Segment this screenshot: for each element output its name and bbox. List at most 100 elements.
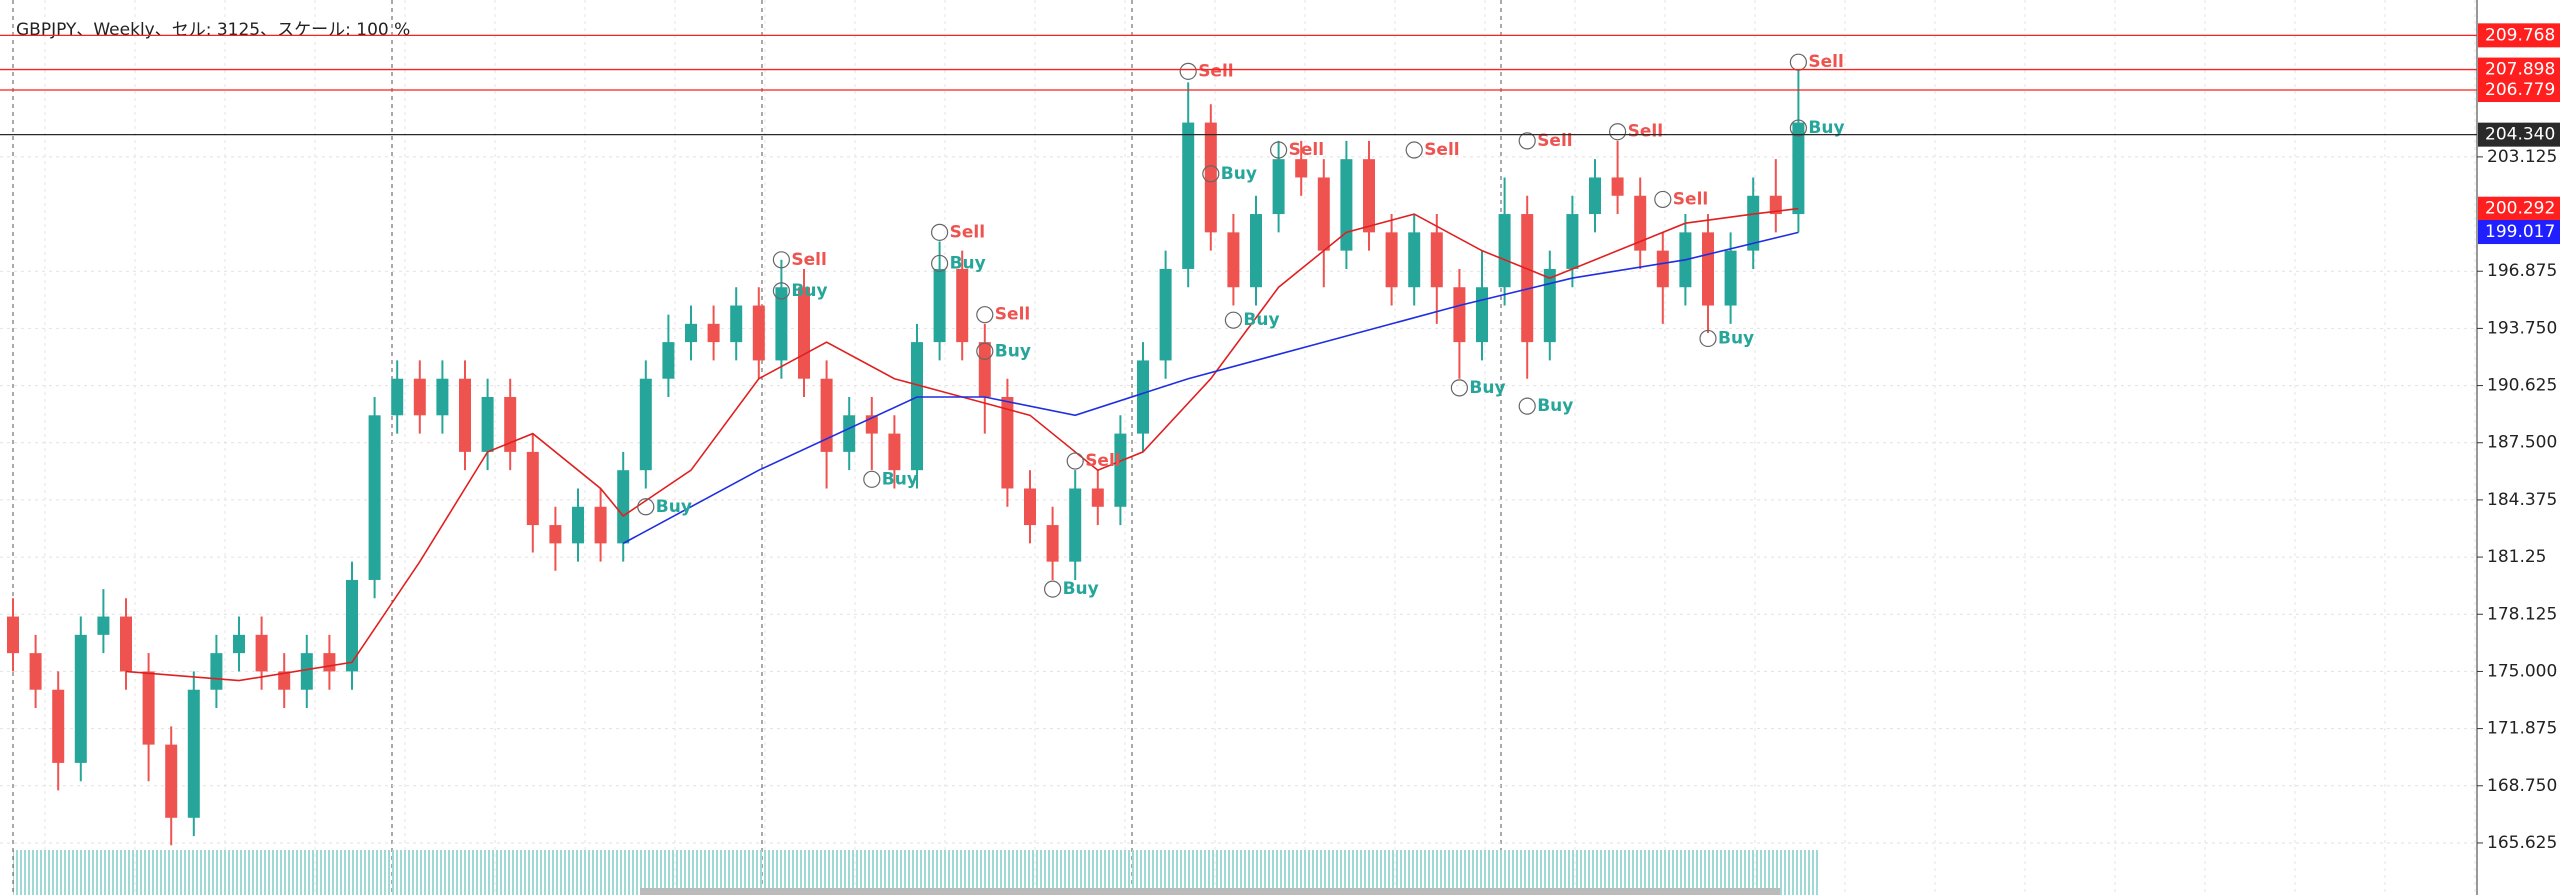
candle-body	[1069, 488, 1082, 562]
signal-marker	[1654, 190, 1672, 209]
signal-label: Buy	[1243, 310, 1279, 330]
period-separators	[391, 0, 1502, 895]
candle-body	[933, 268, 946, 343]
candle-body	[752, 305, 765, 361]
signal-label: Sell	[1085, 451, 1120, 471]
price-label: 207.898	[2485, 60, 2555, 80]
candle-body	[300, 653, 313, 690]
y-tick-label: 168.750	[2487, 776, 2557, 796]
y-tick-label: 175.000	[2487, 661, 2557, 681]
candle-body	[1702, 232, 1714, 306]
candle-body	[1250, 214, 1262, 288]
signal-marker	[1450, 379, 1469, 397]
signal-label: Sell	[1198, 61, 1233, 81]
signal-label: Sell	[1673, 189, 1708, 209]
candle-body	[843, 415, 856, 452]
signal-marker	[1202, 165, 1220, 183]
candle-body	[1340, 159, 1353, 251]
candle-body	[1024, 488, 1036, 526]
candle-body	[1747, 195, 1760, 251]
candle-body	[323, 653, 336, 672]
signal-marker	[1224, 311, 1243, 329]
candle-body	[278, 671, 291, 690]
candle-body	[120, 616, 132, 672]
price-label: 200.292	[2485, 199, 2555, 219]
candle-body	[29, 653, 42, 690]
signal-label: Buy	[1469, 378, 1505, 398]
price-label-box	[2478, 122, 2560, 147]
price-label: 204.340	[2485, 125, 2555, 145]
candle-body	[74, 634, 87, 763]
candle-body	[639, 378, 652, 471]
candle-body	[1137, 360, 1149, 434]
signal-label: Sell	[995, 305, 1030, 325]
candle-body	[572, 506, 584, 544]
signal-marker	[1269, 141, 1288, 159]
signal-label: Buy	[1718, 328, 1754, 348]
y-tick-label: 193.750	[2487, 318, 2557, 338]
price-label: 199.017	[2485, 222, 2555, 242]
moving-average	[125, 207, 1799, 682]
vertical-grid	[0, 0, 2477, 895]
chart-title: GBPJPY、Weekly、セル: 3125、スケール: 100 %	[16, 20, 410, 40]
candle-body	[707, 323, 720, 343]
signal-label: Sell	[1808, 52, 1843, 72]
candle-body	[549, 525, 562, 544]
candle-body	[210, 653, 223, 690]
candle-body	[1634, 195, 1647, 251]
candle-body	[255, 634, 268, 672]
candle-body	[1295, 159, 1308, 178]
candle-body	[956, 268, 969, 343]
signal-marker	[1518, 132, 1536, 150]
candle-body	[1543, 268, 1556, 343]
candle-body	[1182, 122, 1195, 269]
volume-strip	[13, 850, 1818, 895]
signal-label: Sell	[1628, 122, 1663, 142]
signal-marker	[1789, 119, 1808, 137]
candle-body	[97, 616, 110, 635]
signal-label: Sell	[791, 250, 826, 270]
y-tick-label: 181.25	[2487, 547, 2546, 567]
signal-label: Buy	[950, 253, 986, 273]
signal-label: Buy	[1808, 118, 1844, 138]
scrollbar	[640, 888, 1780, 895]
candle-body	[685, 323, 697, 343]
y-tick-label: 187.500	[2487, 433, 2557, 453]
candle-body	[1792, 122, 1805, 215]
candle-body	[1453, 287, 1466, 343]
candle-body	[1317, 177, 1330, 251]
signal-marker	[1179, 62, 1197, 80]
candle-body	[391, 378, 404, 416]
candle-body	[1091, 488, 1104, 507]
candle-body	[617, 470, 630, 544]
candle-body	[1227, 232, 1240, 288]
signal-marker	[930, 223, 949, 241]
signal-label: Buy	[1221, 164, 1257, 184]
candle-body	[368, 415, 381, 580]
candle-body	[1001, 397, 1014, 489]
price-label-box	[2478, 23, 2560, 48]
candle-body	[346, 579, 358, 672]
candle-body	[594, 506, 607, 544]
candle-body	[888, 433, 901, 471]
signal-label: Sell	[950, 222, 985, 242]
candle-body	[1204, 122, 1217, 233]
signal-marker	[772, 251, 791, 269]
candle-body	[1566, 214, 1579, 269]
signal-marker	[1043, 580, 1062, 598]
candle-body	[1408, 232, 1421, 288]
candle-body	[142, 671, 155, 745]
price-label-box	[2478, 78, 2560, 103]
candle-body	[526, 451, 539, 526]
candle-body	[978, 342, 991, 398]
candle-body	[1363, 159, 1375, 233]
signal-label: Buy	[882, 469, 918, 489]
candle-body	[730, 305, 743, 343]
y-tick-label: 184.375	[2487, 490, 2557, 510]
price-label: 206.779	[2485, 80, 2555, 100]
candle-body	[165, 744, 178, 818]
signal-marker	[1518, 397, 1536, 415]
candle-body	[459, 378, 471, 452]
y-tick-label: 171.875	[2487, 719, 2557, 739]
